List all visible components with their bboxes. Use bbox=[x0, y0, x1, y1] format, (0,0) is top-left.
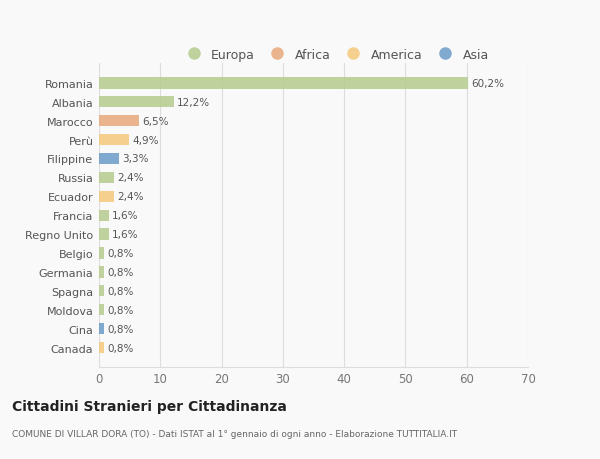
Bar bbox=[99, 342, 104, 353]
Text: 1,6%: 1,6% bbox=[112, 230, 139, 240]
Text: 0,8%: 0,8% bbox=[107, 343, 133, 353]
Text: 6,5%: 6,5% bbox=[142, 117, 169, 126]
Bar bbox=[99, 323, 104, 335]
Bar bbox=[99, 134, 129, 146]
Text: 1,6%: 1,6% bbox=[112, 211, 139, 221]
Text: Cittadini Stranieri per Cittadinanza: Cittadini Stranieri per Cittadinanza bbox=[12, 399, 287, 413]
Text: 2,4%: 2,4% bbox=[117, 173, 143, 183]
Bar bbox=[99, 153, 119, 165]
Text: 2,4%: 2,4% bbox=[117, 192, 143, 202]
Text: 0,8%: 0,8% bbox=[107, 248, 133, 258]
Text: 3,3%: 3,3% bbox=[122, 154, 149, 164]
Bar bbox=[99, 285, 104, 297]
Text: COMUNE DI VILLAR DORA (TO) - Dati ISTAT al 1° gennaio di ogni anno - Elaborazion: COMUNE DI VILLAR DORA (TO) - Dati ISTAT … bbox=[12, 429, 457, 438]
Text: 0,8%: 0,8% bbox=[107, 267, 133, 277]
Bar bbox=[99, 78, 468, 90]
Bar bbox=[99, 172, 114, 184]
Bar bbox=[99, 97, 174, 108]
Text: 12,2%: 12,2% bbox=[177, 98, 210, 107]
Bar bbox=[99, 304, 104, 316]
Text: 60,2%: 60,2% bbox=[471, 78, 504, 89]
Text: 4,9%: 4,9% bbox=[132, 135, 158, 145]
Bar bbox=[99, 229, 109, 240]
Bar bbox=[99, 248, 104, 259]
Bar bbox=[99, 210, 109, 221]
Text: 0,8%: 0,8% bbox=[107, 286, 133, 296]
Text: 0,8%: 0,8% bbox=[107, 305, 133, 315]
Bar bbox=[99, 191, 114, 202]
Bar bbox=[99, 116, 139, 127]
Bar bbox=[99, 267, 104, 278]
Legend: Europa, Africa, America, Asia: Europa, Africa, America, Asia bbox=[179, 46, 491, 64]
Text: 0,8%: 0,8% bbox=[107, 324, 133, 334]
